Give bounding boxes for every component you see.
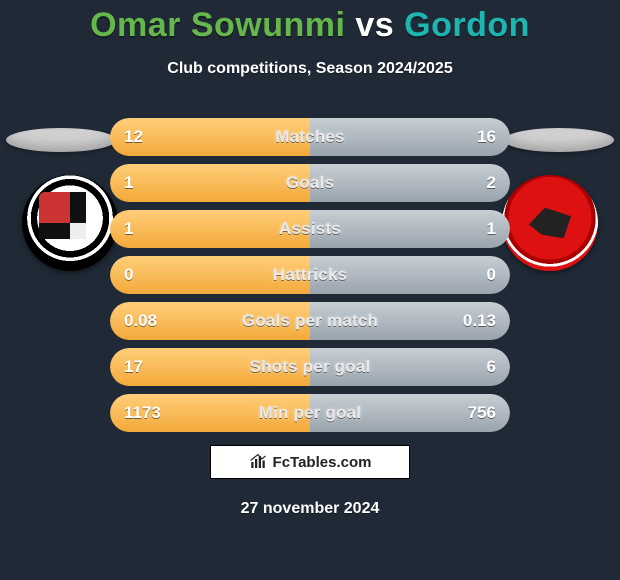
stat-row: 1 2 Goals (110, 164, 510, 202)
stat-label: Matches (110, 118, 510, 156)
player2-name: Gordon (404, 6, 530, 44)
page-title: Omar Sowunmi vs Gordon (0, 6, 620, 45)
stat-label: Min per goal (110, 394, 510, 432)
player1-name: Omar Sowunmi (90, 6, 345, 44)
stat-row: 0 0 Hattricks (110, 256, 510, 294)
branding-text: FcTables.com (273, 454, 372, 471)
chart-icon (249, 453, 267, 471)
stat-row: 1173 756 Min per goal (110, 394, 510, 432)
branding-badge[interactable]: FcTables.com (210, 445, 410, 479)
subtitle: Club competitions, Season 2024/2025 (0, 60, 620, 78)
comparison-card: Omar Sowunmi vs Gordon Club competitions… (0, 0, 620, 580)
stat-bars: 12 16 Matches 1 2 Goals 1 1 Assists 0 0 … (110, 118, 510, 440)
photo-placeholder-left (6, 128, 116, 152)
stat-row: 12 16 Matches (110, 118, 510, 156)
stat-label: Goals (110, 164, 510, 202)
club-crest-right (502, 175, 598, 271)
snapshot-date: 27 november 2024 (0, 500, 620, 518)
stat-row: 17 6 Shots per goal (110, 348, 510, 386)
stat-label: Goals per match (110, 302, 510, 340)
stat-row: 1 1 Assists (110, 210, 510, 248)
stat-row: 0.08 0.13 Goals per match (110, 302, 510, 340)
photo-placeholder-right (504, 128, 614, 152)
club-crest-left (22, 175, 118, 271)
versus-label: vs (355, 6, 394, 44)
stat-label: Hattricks (110, 256, 510, 294)
stat-label: Assists (110, 210, 510, 248)
stat-label: Shots per goal (110, 348, 510, 386)
